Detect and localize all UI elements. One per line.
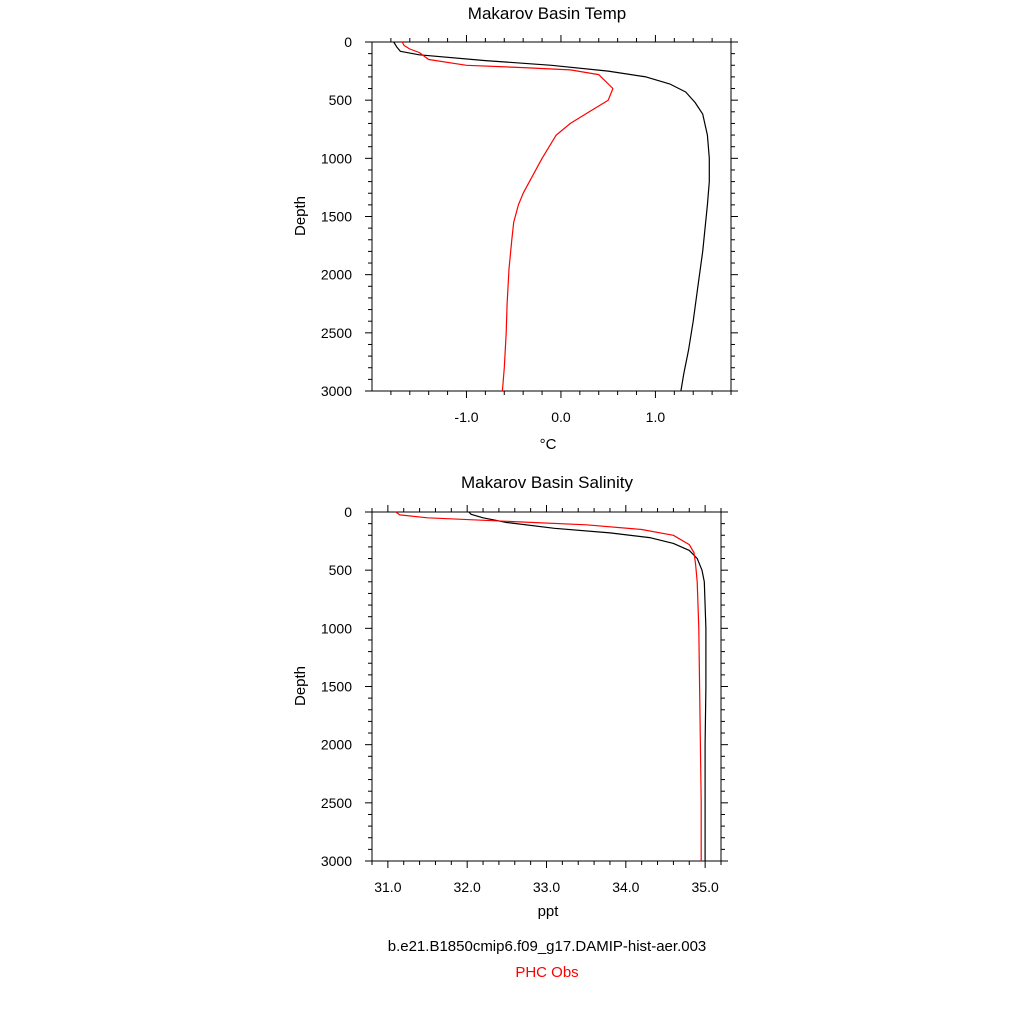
model-series-line [393, 41, 710, 392]
y-axis-label: Depth [292, 196, 309, 236]
y-tick-label: 1000 [321, 620, 352, 636]
x-tick-label: 0.0 [551, 409, 571, 425]
y-tick-label: 2500 [321, 325, 352, 341]
legend: b.e21.B1850cmip6.f09_g17.DAMIP-hist-aer.… [388, 938, 707, 981]
x-tick-label: 32.0 [454, 879, 481, 895]
chart-title: Makarov Basin Temp [468, 4, 626, 23]
y-tick-label: 0 [344, 504, 352, 520]
obs-series-line [395, 511, 702, 861]
x-tick-label: 35.0 [692, 879, 719, 895]
y-tick-label: 0 [344, 34, 352, 50]
legend-obs-label: PHC Obs [515, 964, 578, 981]
x-axis-label: ppt [538, 903, 560, 920]
y-tick-label: 3000 [321, 383, 352, 399]
obs-series-line [401, 41, 614, 392]
y-tick-label: 2500 [321, 795, 352, 811]
y-tick-label: 2000 [321, 267, 352, 283]
salinity-profile-chart: Makarov Basin Salinity ppt Depth 0 500 100… [292, 473, 728, 920]
x-tick-label: 1.0 [646, 409, 666, 425]
x-tick-label: -1.0 [454, 409, 478, 425]
plot-frame [371, 511, 722, 862]
y-axis-label: Depth [292, 666, 309, 706]
y-tick-label: 1500 [321, 679, 352, 695]
x-axis-label: °C [540, 436, 557, 453]
x-tick-label: 31.0 [374, 879, 401, 895]
axis-ticks [365, 35, 738, 398]
y-tick-label: 3000 [321, 853, 352, 869]
y-tick-label: 1500 [321, 209, 352, 225]
y-tick-label: 2000 [321, 737, 352, 753]
y-tick-label: 500 [329, 92, 353, 108]
temp-profile-chart: Makarov Basin Temp °C Depth 0 500 1000 1500… [292, 4, 738, 453]
y-tick-label: 1000 [321, 150, 352, 166]
x-tick-label: 33.0 [533, 879, 560, 895]
axis-ticks [365, 505, 728, 868]
x-tick-label: 34.0 [612, 879, 639, 895]
y-tick-label: 500 [329, 562, 353, 578]
model-series-line [468, 511, 707, 861]
plot-frame [371, 41, 732, 392]
chart-title: Makarov Basin Salinity [461, 473, 633, 492]
legend-model-label: b.e21.B1850cmip6.f09_g17.DAMIP-hist-aer.… [388, 938, 707, 955]
